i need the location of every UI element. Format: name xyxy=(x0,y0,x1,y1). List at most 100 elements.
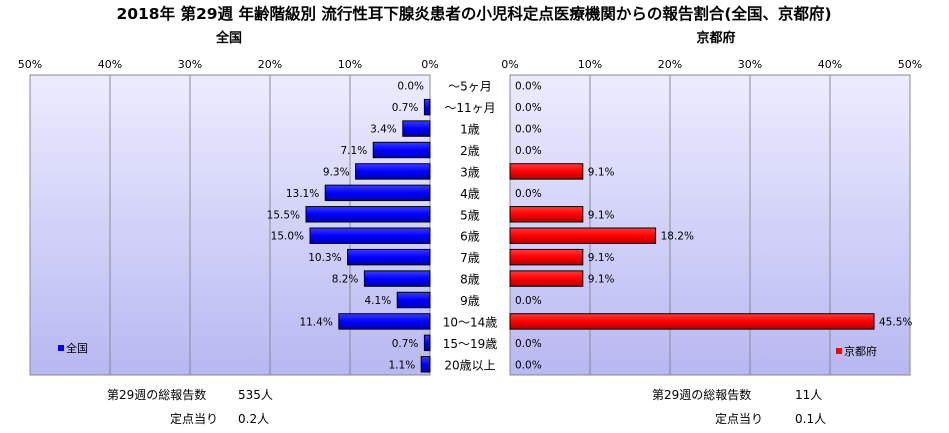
left-total-value: 535人 xyxy=(238,388,273,402)
left-data-label: 9.3% xyxy=(323,166,350,178)
left-data-labels: 0.0% 0.7% 3.4%7.1% 9.3% 13.1% 15.5% 15.0% 10.3%… xyxy=(267,81,424,372)
right-total-value: 11人 xyxy=(795,388,822,402)
left-legend-swatch xyxy=(58,345,64,351)
right-data-label: 0.0% xyxy=(515,338,542,350)
right-data-label: 9.1% xyxy=(588,209,615,221)
right-x-tick-label: 20% xyxy=(658,58,682,71)
right-legend-label: 京都府 xyxy=(844,344,877,358)
left-bar xyxy=(420,356,431,373)
right-data-labels: 0.0% 0.0% 0.0% 0.0% 9.1% 0.0% 9.1% 18.2% 9.1% 9.1… xyxy=(515,81,912,372)
left-data-label: 15.0% xyxy=(271,231,304,243)
right-data-label: 0.0% xyxy=(515,102,542,114)
category-label: 8歳 xyxy=(460,273,480,287)
right-data-label: 0.0% xyxy=(515,359,542,371)
panel-title-left: 全国 xyxy=(215,30,242,46)
right-legend: 京都府 xyxy=(836,344,877,358)
right-data-label: 0.0% xyxy=(515,124,542,136)
left-data-label: 13.1% xyxy=(286,188,319,200)
category-labels: ～5ヶ月 ～11ヶ月 1歳 2歳 3歳 4歳 5歳 6歳 7歳 8歳 9歳 10～14歳 15～19歳 2… xyxy=(443,80,498,373)
right-data-label: 45.5% xyxy=(879,316,912,328)
right-bar xyxy=(509,248,584,266)
category-label: ～5ヶ月 xyxy=(448,80,492,94)
right-per-value: 0.1人 xyxy=(795,412,826,426)
left-data-label: 0.0% xyxy=(397,81,424,93)
right-x-axis: 0% 10% 20% 30% 40% 50% xyxy=(501,58,922,71)
left-bar xyxy=(396,291,431,309)
left-legend: 全国 xyxy=(58,341,88,355)
right-data-label: 0.0% xyxy=(515,295,542,307)
left-bars xyxy=(305,98,431,373)
right-bar xyxy=(509,270,584,287)
left-bar xyxy=(363,270,431,287)
category-label: 2歳 xyxy=(460,144,480,158)
left-data-label: 7.1% xyxy=(341,145,368,157)
right-data-label: 9.1% xyxy=(588,274,615,286)
left-data-label: 4.1% xyxy=(365,295,392,307)
left-bar xyxy=(309,227,431,244)
left-bar xyxy=(423,98,431,116)
left-x-tick-label: 10% xyxy=(338,58,362,71)
right-data-label: 0.0% xyxy=(515,145,542,157)
category-label: 20歳以上 xyxy=(444,358,495,372)
right-x-tick-label: 50% xyxy=(898,58,922,71)
right-data-label: 18.2% xyxy=(661,231,694,243)
category-label: 15～19歳 xyxy=(443,337,498,351)
left-x-axis: 50% 40% 30% 20% 10% 0% xyxy=(18,58,439,71)
left-bar xyxy=(402,120,431,137)
left-bar xyxy=(372,141,431,159)
right-legend-swatch xyxy=(836,348,842,354)
left-data-label: 0.7% xyxy=(392,102,419,114)
right-plot-area xyxy=(509,74,911,376)
left-bar xyxy=(324,184,431,202)
right-x-tick-label: 10% xyxy=(578,58,602,71)
category-label: 4歳 xyxy=(460,187,480,201)
left-per-label: 定点当り xyxy=(170,411,218,426)
right-bar xyxy=(509,163,584,180)
left-bar xyxy=(305,206,431,223)
left-data-label: 15.5% xyxy=(267,209,300,221)
right-bars xyxy=(509,163,875,330)
left-x-tick-label: 40% xyxy=(98,58,122,71)
left-bar xyxy=(347,248,431,266)
category-label: 9歳 xyxy=(460,294,480,308)
category-label: 6歳 xyxy=(460,230,480,244)
left-legend-label: 全国 xyxy=(66,341,88,355)
category-label: 10～14歳 xyxy=(443,315,498,329)
right-data-label: 0.0% xyxy=(515,81,542,93)
left-total-label: 第29週の総報告数 xyxy=(107,387,206,402)
left-data-label: 0.7% xyxy=(392,338,419,350)
chart-title: 2018年 第29週 年齢階級別 流行性耳下腺炎患者の小児科定点医療機関からの報… xyxy=(116,4,831,23)
right-data-label: 9.1% xyxy=(588,166,615,178)
left-x-tick-label: 20% xyxy=(258,58,282,71)
category-label: 5歳 xyxy=(460,208,480,222)
left-data-label: 8.2% xyxy=(332,274,359,286)
left-x-tick-label: 0% xyxy=(421,58,438,71)
left-x-tick-label: 30% xyxy=(178,58,202,71)
category-label: 1歳 xyxy=(460,123,480,137)
left-x-tick-label: 50% xyxy=(18,58,42,71)
left-data-label: 3.4% xyxy=(370,124,397,136)
left-data-label: 10.3% xyxy=(308,252,341,264)
left-plot-area xyxy=(29,74,431,376)
right-data-label: 0.0% xyxy=(515,188,542,200)
right-per-label: 定点当り xyxy=(715,411,763,426)
right-x-tick-label: 0% xyxy=(501,58,518,71)
panel-title-right: 京都府 xyxy=(696,30,735,46)
right-bar xyxy=(509,313,875,330)
right-bar xyxy=(509,206,584,223)
right-data-label: 9.1% xyxy=(588,252,615,264)
category-label: 3歳 xyxy=(460,165,480,179)
right-x-tick-label: 30% xyxy=(738,58,762,71)
category-label: 7歳 xyxy=(460,251,480,265)
right-x-tick-label: 40% xyxy=(818,58,842,71)
left-data-label: 11.4% xyxy=(299,316,332,328)
left-bar xyxy=(355,163,431,180)
right-total-label: 第29週の総報告数 xyxy=(652,387,751,402)
left-bar xyxy=(423,334,431,352)
left-data-label: 1.1% xyxy=(389,359,416,371)
right-bar xyxy=(509,227,657,244)
left-per-value: 0.2人 xyxy=(238,412,269,426)
category-label: ～11ヶ月 xyxy=(444,101,495,115)
left-bar xyxy=(338,313,431,330)
